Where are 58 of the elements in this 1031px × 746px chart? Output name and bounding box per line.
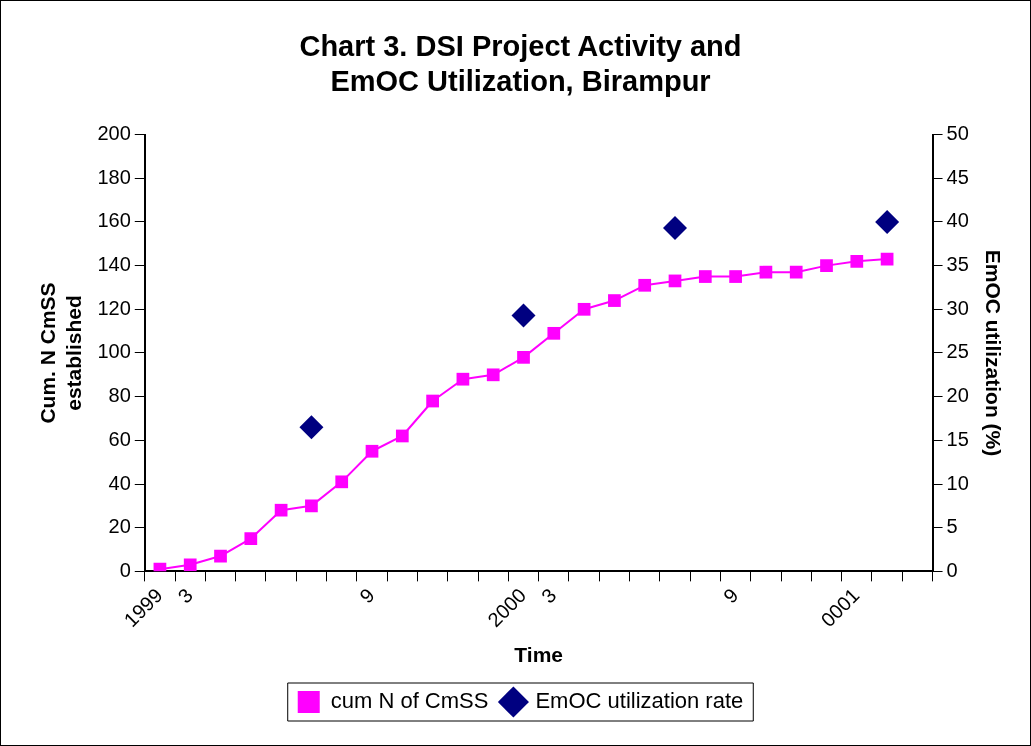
point bbox=[663, 216, 688, 241]
point bbox=[638, 278, 652, 292]
y-axis-title: Cum. N CmSS established bbox=[36, 282, 85, 424]
point bbox=[456, 372, 470, 386]
legend-label: EmOC utilization rate bbox=[535, 688, 744, 714]
y2-tick-label: 10 bbox=[946, 471, 969, 494]
y-tick-label: 80 bbox=[108, 384, 131, 407]
point bbox=[426, 394, 439, 408]
y2-tick-label: 0 bbox=[946, 558, 958, 581]
point bbox=[820, 259, 833, 272]
y2-tick-label: 30 bbox=[946, 296, 969, 319]
point bbox=[608, 294, 621, 307]
y2-tick-label: 15 bbox=[946, 427, 969, 450]
point bbox=[365, 444, 379, 458]
x-tick-label: 9 bbox=[718, 584, 743, 608]
point bbox=[875, 209, 900, 234]
point bbox=[183, 558, 197, 572]
y-tick-label: 180 bbox=[97, 165, 131, 188]
y-tick-label: 40 bbox=[108, 471, 131, 494]
x-tick-label: 9 bbox=[355, 584, 379, 608]
point bbox=[274, 503, 288, 517]
point bbox=[305, 499, 318, 513]
y2-tick-label: 20 bbox=[946, 384, 969, 407]
point bbox=[486, 368, 500, 382]
y-tick-label: 100 bbox=[97, 340, 131, 363]
y-tick-label: 20 bbox=[108, 515, 131, 538]
point bbox=[517, 350, 530, 364]
y-tick-label: 140 bbox=[97, 253, 131, 276]
point bbox=[577, 302, 591, 316]
point bbox=[395, 429, 409, 443]
y-tick-label: 160 bbox=[97, 209, 131, 232]
point bbox=[789, 265, 803, 279]
y-tick-label: 0 bbox=[119, 558, 131, 581]
y2-tick-label: 25 bbox=[946, 340, 969, 363]
y2-tick-label: 5 bbox=[946, 515, 958, 538]
point bbox=[511, 303, 536, 328]
point bbox=[729, 270, 742, 283]
y2-tick-label: 35 bbox=[946, 253, 969, 276]
chart-title: Chart 3. DSI Project Activity and EmOC Utilization, Birampur bbox=[299, 30, 742, 98]
point bbox=[214, 549, 227, 563]
point bbox=[547, 326, 561, 340]
point bbox=[850, 254, 864, 268]
y-tick-label: 60 bbox=[108, 427, 131, 450]
x-tick-label: 3 bbox=[173, 584, 197, 608]
legend-label: cum N of CmSS bbox=[330, 688, 489, 714]
point bbox=[759, 265, 773, 279]
y-tick-label: 120 bbox=[97, 296, 131, 319]
point bbox=[698, 270, 712, 283]
y2-tick-label: 45 bbox=[946, 165, 969, 188]
point bbox=[335, 475, 349, 489]
y2-tick-label: 50 bbox=[946, 122, 969, 145]
x-axis-title: Time bbox=[514, 643, 563, 667]
y2-axis-title: EmOC utilization (%) bbox=[981, 249, 1005, 457]
point bbox=[299, 415, 324, 440]
y2-tick-label: 40 bbox=[946, 209, 969, 232]
x-tick-label: 3 bbox=[537, 584, 561, 608]
y-tick-label: 200 bbox=[97, 122, 131, 145]
point bbox=[244, 532, 258, 545]
